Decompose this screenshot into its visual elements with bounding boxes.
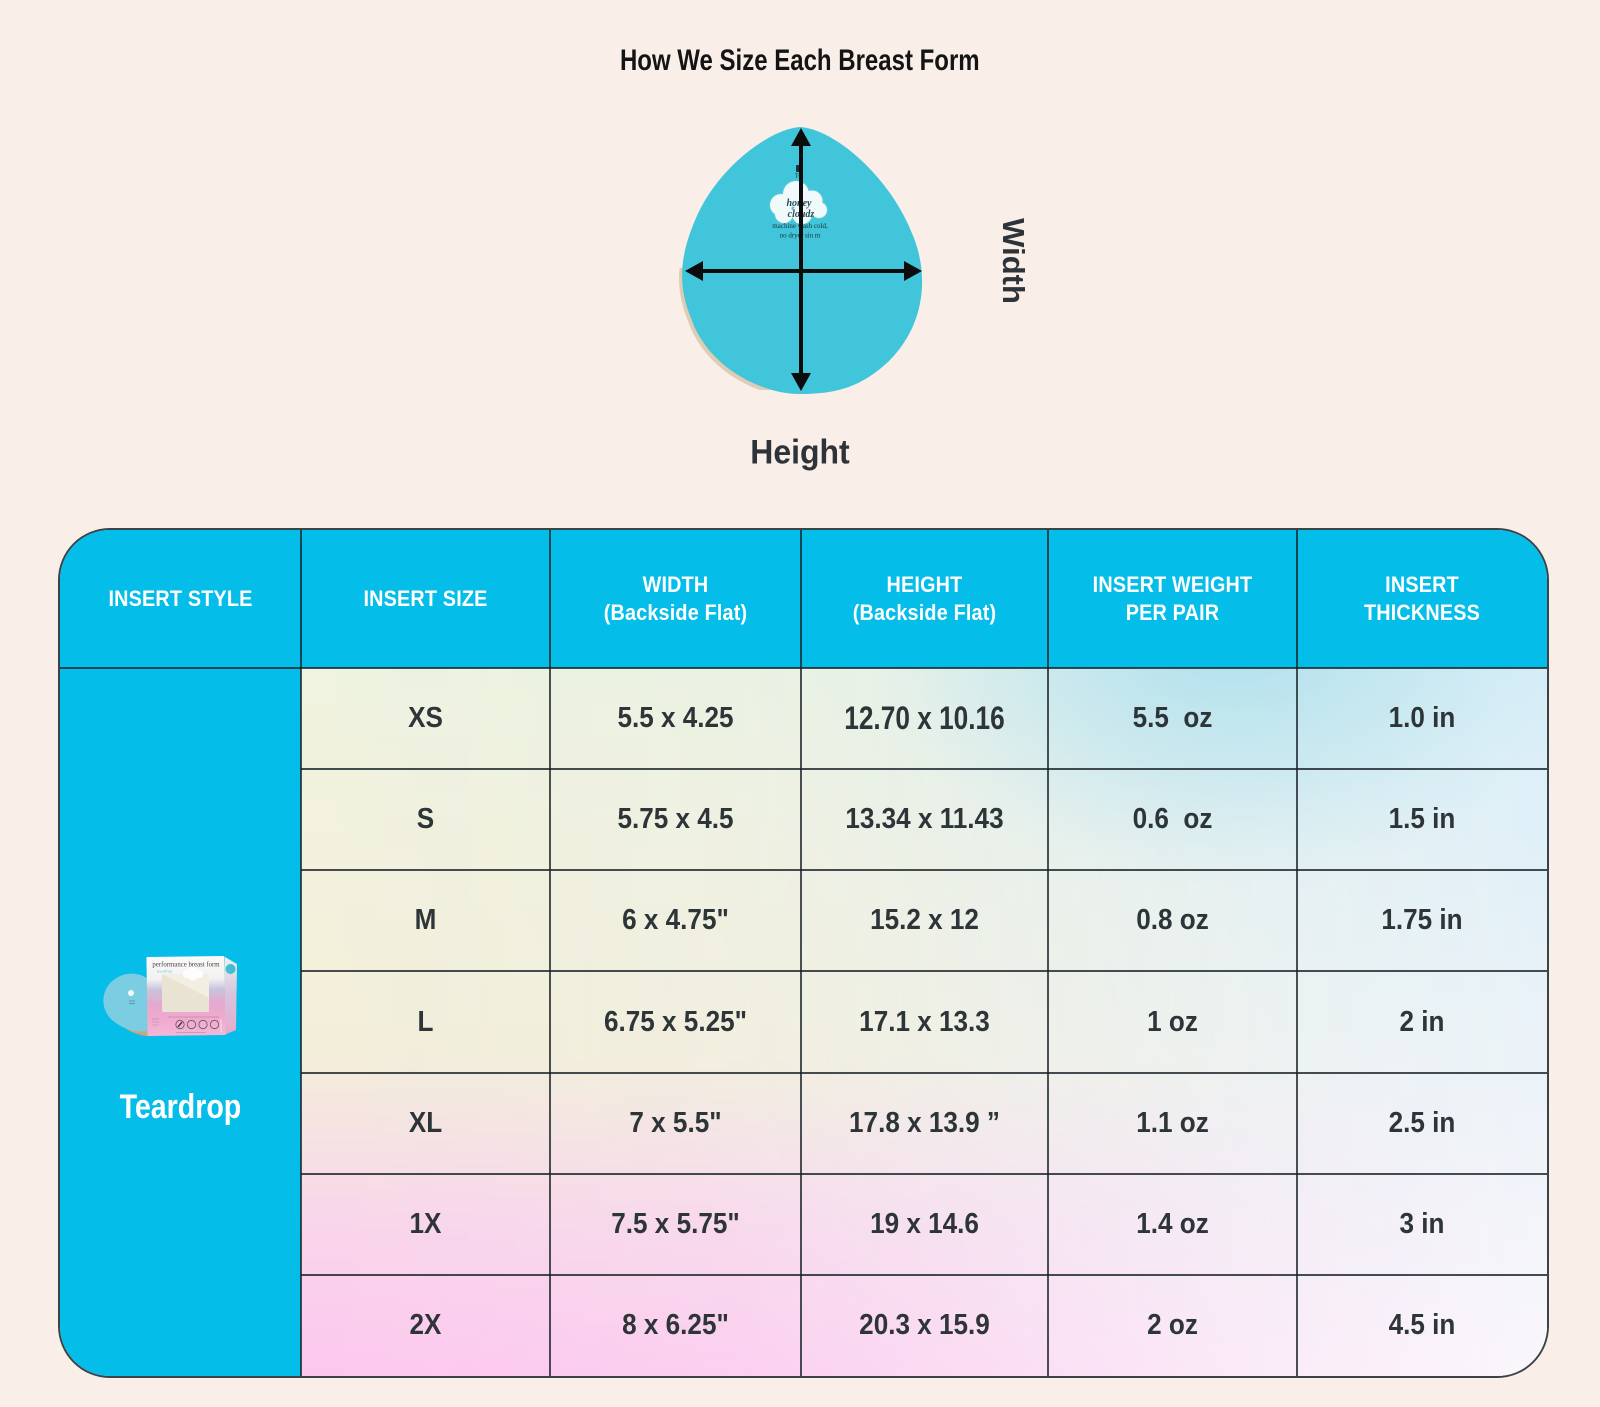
svg-text:teardrop: teardrop [157,969,173,974]
svg-text:performance breast form: performance breast form [152,962,220,969]
